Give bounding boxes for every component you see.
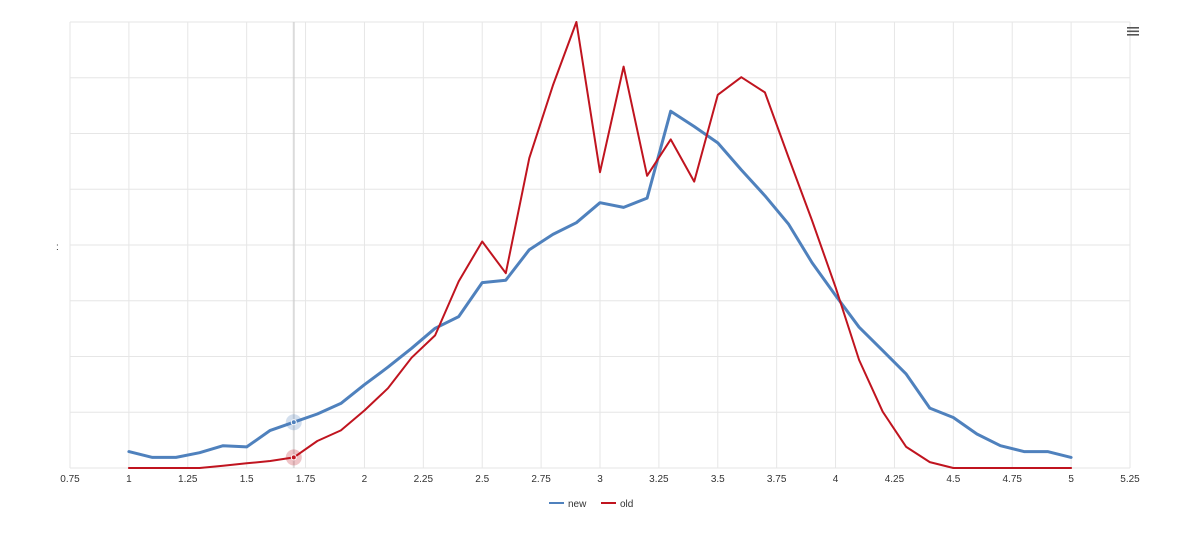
x-tick-label: 3.75 [767, 474, 787, 485]
x-tick-label: 4 [833, 474, 839, 485]
x-axis-tick-labels: 0.75 1 1.25 1.5 1.75 2 2.25 2.5 2.75 3 3.25 3.5 3.75… [60, 474, 1140, 485]
x-tick-label: 2.25 [414, 474, 434, 485]
legend-label-new: new [568, 499, 587, 510]
x-tick-label: 1 [126, 474, 132, 485]
x-tick-label: 1.75 [296, 474, 316, 485]
series-layer [127, 21, 1073, 469]
x-tick-label: 3.5 [711, 474, 725, 485]
x-tick-label: 5.25 [1120, 474, 1140, 485]
grid [69, 21, 1131, 469]
data-point-new[interactable] [290, 419, 297, 426]
x-tick-label: 2.75 [531, 474, 551, 485]
x-tick-label: 4.5 [946, 474, 960, 485]
legend: new old [549, 499, 633, 510]
hover-markers [285, 414, 302, 466]
x-tick-label: 4.75 [1002, 474, 1022, 485]
y-axis-artifact: : [56, 242, 59, 253]
legend-item-new[interactable]: new [549, 499, 587, 510]
legend-item-old[interactable]: old [601, 499, 633, 510]
x-tick-label: 4.25 [885, 474, 905, 485]
x-tick-label: 1.25 [178, 474, 198, 485]
x-tick-label: 2.5 [475, 474, 489, 485]
x-tick-label: 2 [362, 474, 368, 485]
x-tick-label: 3 [597, 474, 603, 485]
x-tick-label: 1.5 [240, 474, 254, 485]
x-tick-label: 0.75 [60, 474, 80, 485]
legend-label-old: old [620, 499, 633, 510]
series-line-old[interactable] [127, 21, 1073, 469]
data-point-old[interactable] [290, 454, 297, 461]
x-tick-label: 5 [1068, 474, 1074, 485]
series-line-new[interactable] [127, 109, 1073, 459]
x-tick-label: 3.25 [649, 474, 669, 485]
hamburger-menu-icon[interactable] [1120, 20, 1144, 40]
